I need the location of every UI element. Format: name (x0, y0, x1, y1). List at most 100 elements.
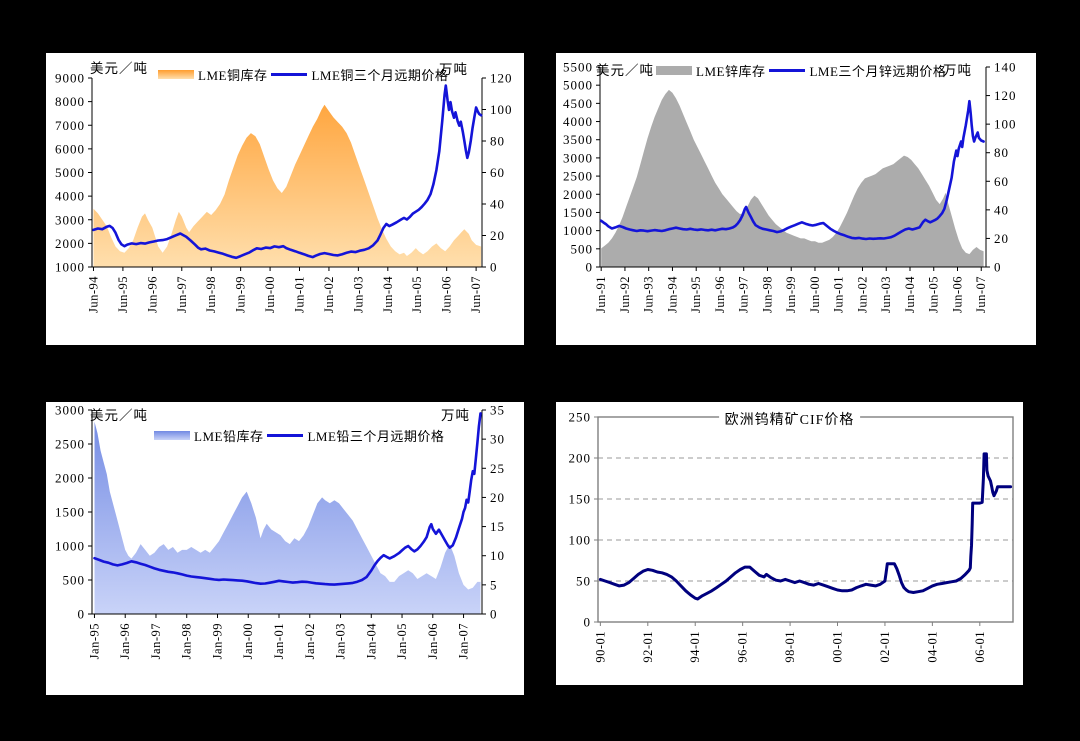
right-axis-tick-label: 5 (490, 577, 498, 592)
right-axis-tick-label: 0 (994, 260, 1002, 275)
left-axis-tick-label: 2000 (563, 187, 593, 202)
right-axis-tick-label: 140 (994, 60, 1017, 75)
left-axis-tick-label: 0 (586, 260, 594, 275)
zinc-price-legend-label: LME三个月锌远期价格 (809, 64, 947, 79)
left-axis-tick-label: 1500 (55, 505, 85, 520)
left-axis-tick-label: 100 (569, 533, 592, 548)
zinc-inventory-legend-swatch (656, 66, 692, 75)
x-axis-tick-label: Jan-07 (457, 623, 471, 659)
x-axis-tick-label: Jan-03 (334, 623, 348, 659)
copper-chart-plot: 1000 2000 3000 4000 5000 6000 7000 8000 9000 0 20 4… (55, 71, 513, 314)
x-axis-tick-label: 98-01 (783, 631, 797, 663)
lead-right-axis-unit-label: 万吨 (441, 408, 470, 423)
left-axis-tick-label: 9000 (55, 71, 85, 86)
right-axis-tick-label: 120 (994, 88, 1017, 103)
left-axis-tick-label: 5000 (55, 165, 85, 180)
left-axis-tick-label: 250 (569, 410, 592, 425)
x-axis-tick-label: Jan-99 (210, 623, 224, 659)
right-axis-tick-label: 60 (994, 174, 1009, 189)
left-axis-tick-label: 0 (78, 607, 86, 622)
left-axis-tick-label: 5500 (563, 60, 593, 75)
right-axis-tick-label: 35 (490, 403, 505, 418)
copper-legend: LME铜库存 LME铜三个月远期价格 (158, 65, 448, 84)
left-axis-tick-label: 5000 (563, 78, 593, 93)
x-axis-tick-label: Jun-05 (927, 276, 941, 313)
copper-inventory-legend-swatch (158, 70, 194, 79)
left-axis-tick-label: 2500 (55, 437, 85, 452)
left-axis-tick-label: 1500 (563, 205, 593, 220)
x-axis-tick-label: Jan-04 (364, 623, 378, 660)
x-axis-tick-label: Jun-98 (760, 276, 774, 313)
x-axis-tick-label: Jun-04 (381, 276, 395, 313)
x-axis-tick-label: 06-01 (973, 631, 987, 663)
x-axis-tick-label: Jun-99 (784, 276, 798, 313)
x-axis-tick-label: Jan-95 (87, 623, 101, 659)
zinc-chart-panel: 0 500 1000 1500 2000 2500 3000 3500 4000 4500 5000… (556, 53, 1036, 345)
left-axis-tick-label: 200 (569, 451, 592, 466)
lead-chart-plot: 0 500 1000 1500 2000 2500 3000 0 5 10 15 20 25 30 35 Ja… (55, 403, 505, 660)
right-axis-tick-label: 20 (490, 228, 505, 243)
x-axis-tick-label: Jun-02 (322, 276, 336, 313)
left-axis-tick-label: 50 (576, 574, 591, 589)
x-axis-tick-label: Jun-03 (879, 276, 893, 313)
lead-inventory-area (94, 421, 481, 614)
left-axis-tick-label: 0 (584, 615, 592, 630)
zinc-left-axis-unit-label: 美元／吨 (596, 63, 654, 78)
x-axis-tick-label: Jun-93 (642, 276, 656, 313)
x-axis-tick-label: Jun-91 (594, 276, 608, 313)
x-axis-tick-label: 00-01 (831, 631, 845, 663)
x-axis-tick-label: Jun-96 (713, 276, 727, 313)
tungsten-chart-plot: 0 50 100 150 200 250 90-01 92-01 94-01 96-01 98-01… (569, 410, 1014, 663)
right-axis-tick-label: 100 (994, 117, 1017, 132)
x-axis-tick-label: Jan-01 (272, 623, 286, 659)
x-axis-tick-label: Jun-95 (689, 276, 703, 313)
left-axis-tick-label: 8000 (55, 94, 85, 109)
right-axis-tick-label: 30 (490, 432, 505, 447)
lead-price-legend-line-swatch (267, 434, 304, 437)
copper-left-axis-unit-label: 美元／吨 (90, 61, 148, 76)
lead-price-line (93, 412, 482, 586)
left-axis-tick-label: 150 (569, 492, 592, 507)
x-axis-tick-label: Jun-07 (974, 276, 988, 313)
x-axis-tick-label: Jun-06 (440, 276, 454, 313)
x-axis-tick-label: Jun-00 (808, 276, 822, 313)
x-axis-tick-label: Jan-98 (180, 623, 194, 659)
lead-price-legend-label: LME铅三个月远期价格 (307, 429, 445, 444)
tungsten-chart-title: 欧洲钨精矿CIF价格 (718, 409, 861, 429)
right-axis-tick-label: 0 (490, 607, 498, 622)
x-axis-tick-label: Jun-03 (351, 276, 365, 313)
x-axis-tick-label: Jan-02 (303, 623, 317, 659)
left-axis-tick-label: 4000 (563, 114, 593, 129)
zinc-inventory-legend-label: LME锌库存 (696, 64, 766, 79)
x-axis-tick-label: Jun-99 (234, 276, 248, 313)
copper-price-legend-line-swatch (271, 73, 308, 76)
right-axis-tick-label: 120 (490, 71, 513, 86)
lead-chart-panel: 0 500 1000 1500 2000 2500 3000 0 5 10 15 20 25 30 35 Ja… (46, 402, 524, 695)
right-axis-tick-label: 60 (490, 165, 505, 180)
lead-inventory-legend-label: LME铅库存 (194, 429, 264, 444)
right-axis-tick-label: 100 (490, 102, 513, 117)
lead-inventory-legend-swatch (154, 431, 190, 440)
zinc-price-legend-line-swatch (769, 69, 806, 72)
left-axis-tick-label: 2000 (55, 471, 85, 486)
left-axis-tick-label: 3000 (55, 403, 85, 418)
zinc-legend: LME锌库存 LME三个月锌远期价格 (656, 61, 946, 80)
right-axis-tick-label: 20 (490, 490, 505, 505)
x-axis-tick-label: Jun-97 (737, 276, 751, 313)
tungsten-price-line (598, 452, 1013, 601)
x-axis-tick-label: Jun-92 (618, 276, 632, 313)
x-axis-tick-label: 04-01 (925, 631, 939, 663)
x-axis-tick-label: Jan-96 (118, 623, 132, 659)
copper-inventory-area (93, 104, 482, 267)
right-axis-tick-label: 25 (490, 461, 505, 476)
plot-border (597, 416, 1014, 623)
x-axis-tick-label: 96-01 (736, 631, 750, 663)
x-axis-tick-label: Jun-98 (204, 276, 218, 313)
left-axis-tick-label: 1000 (55, 260, 85, 275)
copper-inventory-legend-label: LME铜库存 (198, 68, 268, 83)
right-axis-tick-label: 20 (994, 231, 1009, 246)
right-axis-tick-label: 15 (490, 519, 505, 534)
x-axis-tick-label: Jun-02 (855, 276, 869, 313)
zinc-inventory-area (601, 89, 984, 268)
